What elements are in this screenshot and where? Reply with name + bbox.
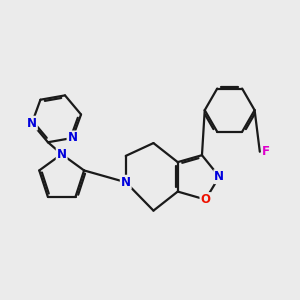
Text: N: N: [214, 170, 224, 183]
Text: N: N: [121, 176, 131, 189]
Text: O: O: [200, 193, 210, 206]
Text: N: N: [57, 148, 67, 161]
Text: N: N: [68, 131, 77, 144]
Text: F: F: [262, 145, 270, 158]
Text: N: N: [27, 117, 37, 130]
